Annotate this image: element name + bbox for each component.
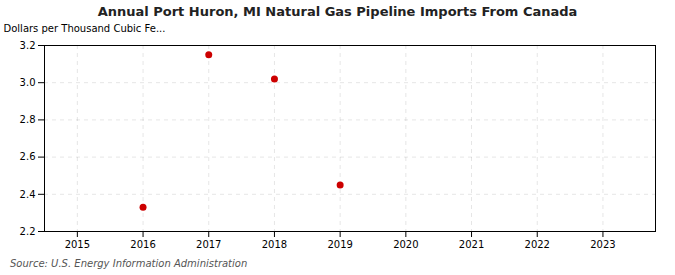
svg-text:2.8: 2.8 [20, 114, 36, 125]
html-text:Annual Port Huron, MI Natural: Annual Port Huron, MI Natural Gas Pipeli… [97, 4, 578, 19]
svg-text:2018: 2018 [262, 239, 287, 250]
svg-text:2.4: 2.4 [20, 189, 36, 200]
svg-text:3.0: 3.0 [20, 77, 36, 88]
svg-text:3.2: 3.2 [20, 40, 36, 51]
svg-text:2017: 2017 [196, 239, 221, 250]
svg-text:2019: 2019 [327, 239, 352, 250]
svg-text:2016: 2016 [130, 239, 155, 250]
svg-text:2020: 2020 [393, 239, 418, 250]
svg-text:2023: 2023 [590, 239, 615, 250]
svg-text:2.2: 2.2 [20, 226, 36, 237]
svg-text:Dollars per Thousand Cubic Fe.: Dollars per Thousand Cubic Fe... [4, 23, 166, 34]
svg-text:2021: 2021 [459, 239, 484, 250]
html-text:Source: U.S. Energy Informatio: Source: U.S. Energy Information Administ… [10, 258, 248, 269]
svg-text:2.6: 2.6 [20, 151, 36, 162]
svg-text:2022: 2022 [525, 239, 550, 250]
svg-text:2015: 2015 [65, 239, 90, 250]
